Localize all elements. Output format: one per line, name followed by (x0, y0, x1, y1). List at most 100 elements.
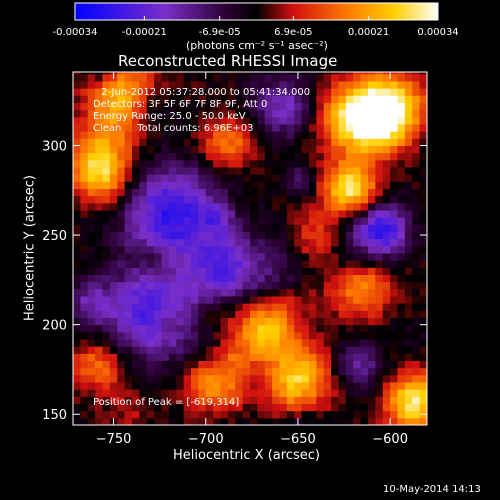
heatmap-cell (353, 274, 362, 283)
heatmap-cell (382, 102, 391, 111)
heatmap-cell (117, 123, 126, 132)
heatmap-cell (375, 267, 384, 275)
heatmap-cell (250, 360, 258, 369)
heatmap-cell (117, 174, 126, 182)
heatmap-cell (294, 238, 303, 247)
heatmap-cell (132, 138, 140, 146)
heatmap-cell (80, 331, 89, 340)
heatmap-cell (80, 123, 89, 132)
heatmap-cell (80, 317, 89, 326)
heatmap-cell (382, 303, 391, 311)
heatmap-cell (353, 238, 362, 247)
footer-date: 10-May-2014 14:13 (383, 484, 481, 495)
heatmap-cell (257, 274, 266, 283)
heatmap-cell (397, 310, 406, 318)
heatmap-cell (191, 381, 199, 390)
heatmap-cell (146, 353, 155, 361)
heatmap-cell (183, 195, 192, 204)
heatmap-cell (360, 295, 369, 304)
heatmap-cell (168, 267, 177, 275)
heatmap-cell (176, 374, 185, 383)
heatmap-cell (198, 338, 207, 347)
heatmap-cell (316, 353, 325, 361)
heatmap-cell (168, 295, 177, 304)
heatmap-cell (368, 231, 376, 240)
heatmap-cell (338, 353, 347, 361)
heatmap-cell (235, 281, 244, 290)
heatmap-cell (161, 109, 170, 118)
heatmap-cell (353, 267, 362, 275)
heatmap-cell (102, 338, 111, 347)
heatmap-cell (360, 102, 369, 111)
heatmap-cell (353, 303, 362, 311)
heatmap-cell (309, 138, 317, 146)
colorbar-ticks: -0.00034 -0.00021 -6.9e-05 6.9e-05 0.00021 0.… (53, 16, 459, 38)
heatmap-cell (294, 360, 303, 369)
heatmap-cell (345, 288, 354, 297)
heatmap-cell (183, 166, 192, 175)
heatmap-cell (176, 152, 185, 161)
heatmap-cell (390, 152, 398, 161)
heatmap-cell (279, 374, 288, 383)
heatmap-cell (375, 166, 384, 175)
heatmap-cell (368, 381, 376, 390)
heatmap-cell (176, 109, 185, 118)
heatmap-cell (146, 360, 155, 369)
heatmap-cell (117, 338, 126, 347)
heatmap-cell (154, 303, 162, 311)
heatmap-cell (360, 123, 369, 132)
heatmap-cell (368, 374, 376, 383)
heatmap-cell (205, 202, 214, 211)
heatmap-cell (124, 73, 133, 82)
heatmap-cell (301, 310, 310, 318)
heatmap-cell (124, 331, 133, 340)
heatmap-cell (286, 224, 295, 232)
heatmap-cell (80, 231, 89, 240)
heatmap-cell (397, 381, 406, 390)
heatmap-cell (80, 389, 89, 397)
heatmap-cell (161, 145, 170, 154)
heatmap-cell (168, 95, 177, 103)
heatmap-cell (235, 238, 244, 247)
heatmap-cell (191, 188, 199, 197)
heatmap-cell (117, 166, 126, 175)
heatmap-cell (375, 195, 384, 204)
heatmap-cell (353, 88, 362, 96)
heatmap-cell (264, 281, 273, 290)
heatmap-cell (220, 72, 229, 75)
heatmap-cell (257, 267, 266, 275)
heatmap-cell (95, 166, 103, 175)
heatmap-cell (375, 360, 384, 369)
heatmap-cell (382, 310, 391, 318)
heatmap-cell (390, 80, 398, 89)
heatmap-cell (139, 202, 148, 211)
heatmap-cell (294, 389, 303, 397)
heatmap-cell (191, 131, 199, 139)
heatmap-cell (227, 238, 236, 247)
heatmap-cell (102, 166, 111, 175)
heatmap-cell (124, 217, 133, 225)
heatmap-cell (272, 303, 280, 311)
heatmap-cell (323, 331, 332, 340)
heatmap-cell (353, 260, 362, 268)
heatmap-cell (279, 231, 288, 240)
heatmap-cell (250, 324, 258, 333)
heatmap-cell (220, 346, 229, 354)
heatmap-cell (198, 346, 207, 354)
heatmap-cell (161, 188, 170, 197)
heatmap-cell (198, 410, 207, 419)
heatmap-cell (132, 145, 140, 154)
heatmap-cell (191, 159, 199, 168)
heatmap-cell (375, 231, 384, 240)
heatmap-cell (279, 166, 288, 175)
heatmap-cell (301, 152, 310, 161)
heatmap-cell (161, 310, 170, 318)
heatmap-cell (419, 181, 427, 189)
heatmap-cell (345, 260, 354, 268)
heatmap-cell (213, 102, 221, 111)
heatmap-cell (87, 145, 96, 154)
heatmap-cell (102, 353, 111, 361)
heatmap-cell (102, 80, 111, 89)
heatmap-cell (139, 73, 148, 82)
heatmap-cell (87, 389, 96, 397)
